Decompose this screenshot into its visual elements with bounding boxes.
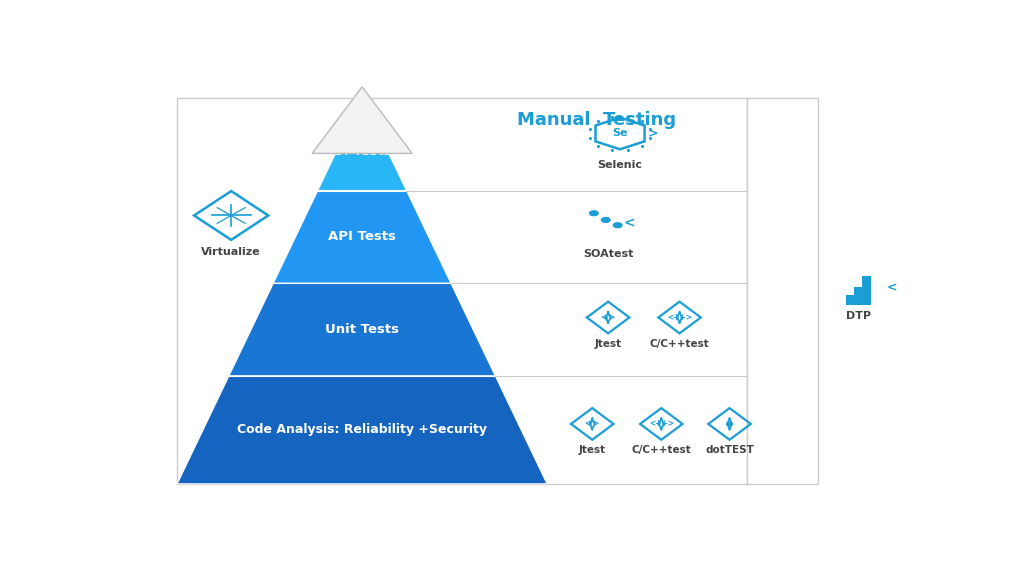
Text: <∕>: <∕> bbox=[585, 419, 600, 429]
Text: Jtest: Jtest bbox=[595, 339, 622, 349]
Text: Se: Se bbox=[612, 128, 628, 138]
Text: Unit Tests: Unit Tests bbox=[325, 323, 399, 336]
Text: dotTEST: dotTEST bbox=[706, 445, 754, 455]
Text: <++>: <++> bbox=[649, 419, 674, 429]
Text: C/C++test: C/C++test bbox=[632, 445, 691, 455]
Text: Selenic: Selenic bbox=[598, 161, 642, 170]
Text: <∕>: <∕> bbox=[600, 313, 615, 322]
Text: DTP: DTP bbox=[846, 311, 870, 321]
Polygon shape bbox=[229, 283, 496, 376]
Bar bbox=[862, 276, 870, 305]
Bar bbox=[177, 98, 748, 484]
Polygon shape bbox=[317, 98, 407, 191]
Text: C/C++test: C/C++test bbox=[649, 339, 710, 349]
Circle shape bbox=[613, 223, 622, 228]
Text: Virtualize: Virtualize bbox=[202, 247, 261, 257]
Text: Code Analysis: Reliability +Security: Code Analysis: Reliability +Security bbox=[238, 423, 487, 436]
Text: <++>: <++> bbox=[667, 313, 692, 322]
Text: <: < bbox=[624, 217, 635, 231]
Bar bbox=[854, 286, 862, 305]
Text: >: > bbox=[648, 127, 658, 140]
Text: ◆: ◆ bbox=[727, 419, 732, 429]
Circle shape bbox=[601, 218, 610, 222]
Polygon shape bbox=[273, 191, 451, 283]
Text: API Tests: API Tests bbox=[328, 230, 396, 243]
Text: <: < bbox=[887, 282, 897, 294]
Bar bbox=[748, 98, 818, 484]
Text: Automated
UI Tests: Automated UI Tests bbox=[321, 130, 403, 158]
Text: SOAtest: SOAtest bbox=[583, 249, 633, 259]
Bar bbox=[846, 295, 854, 305]
Text: Jtest: Jtest bbox=[579, 445, 606, 455]
Text: Manual  Testing: Manual Testing bbox=[517, 111, 676, 129]
Polygon shape bbox=[312, 87, 412, 153]
Circle shape bbox=[590, 211, 598, 215]
Polygon shape bbox=[177, 376, 547, 484]
